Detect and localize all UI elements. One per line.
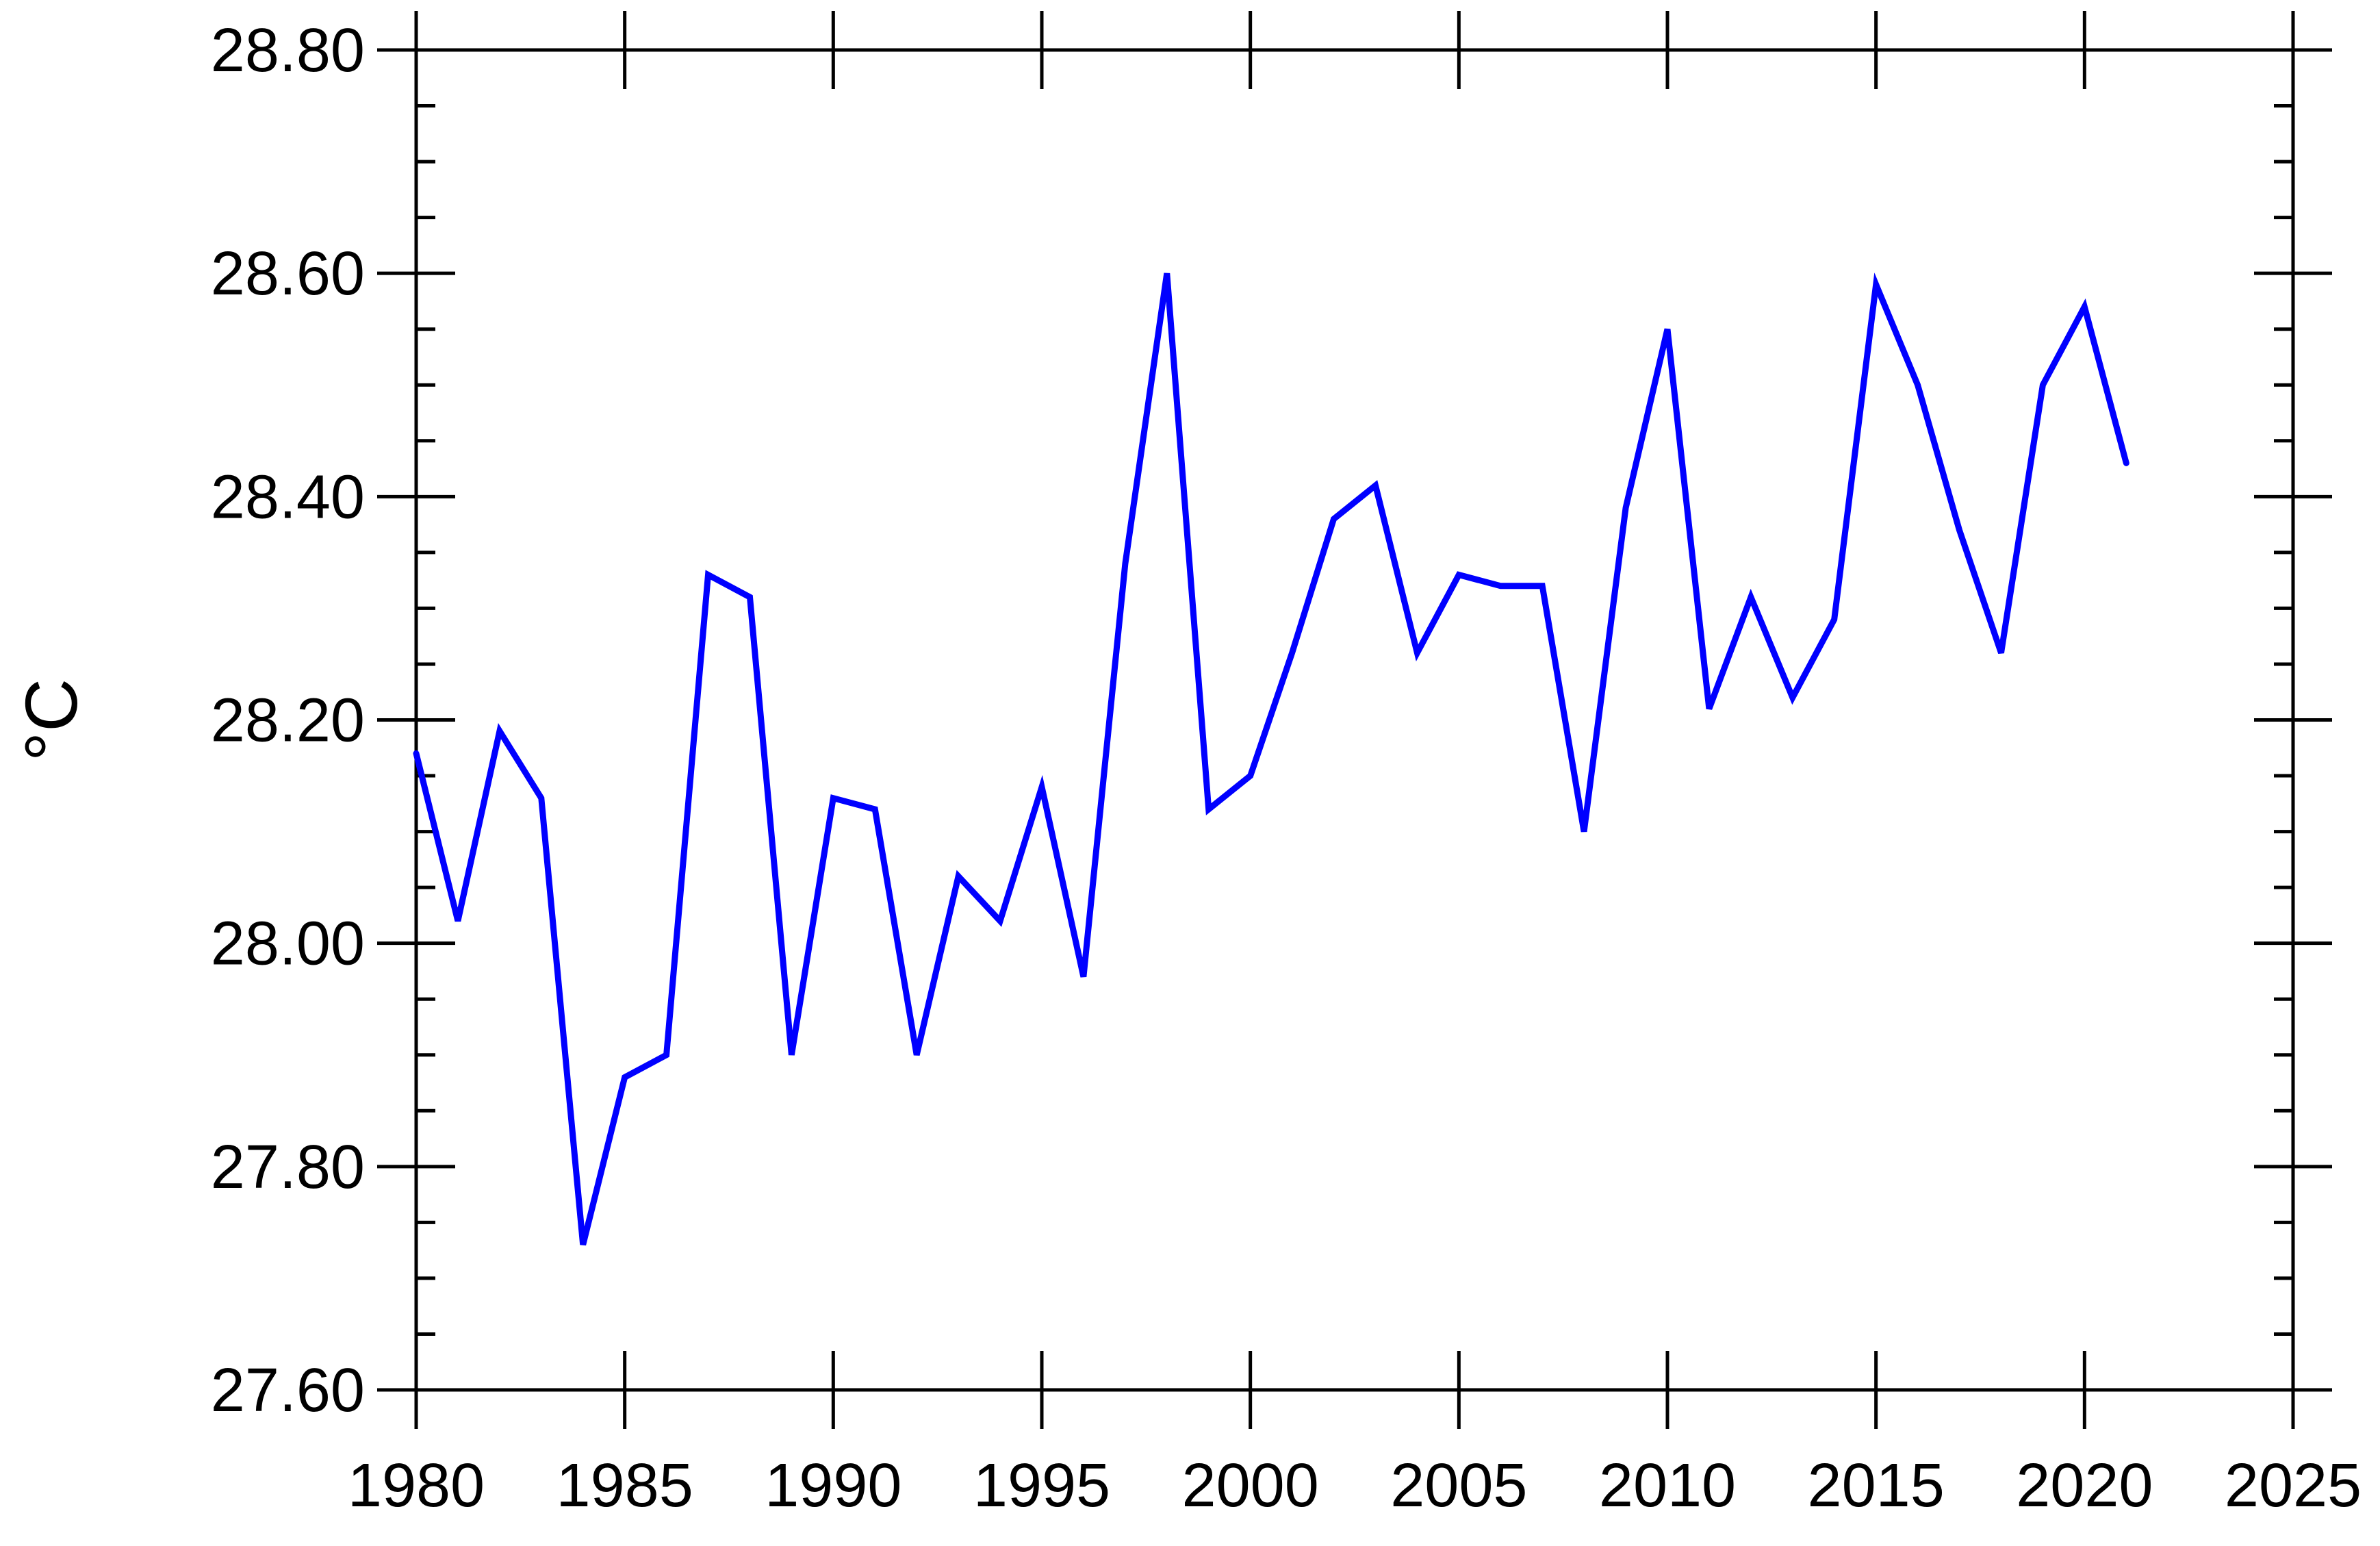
- x-tick-label: 2025: [2225, 1452, 2362, 1520]
- y-tick-label: 27.80: [211, 1133, 365, 1202]
- x-tick-label: 2000: [1182, 1452, 1319, 1520]
- series-line-0: [413, 273, 2129, 1246]
- x-tick-label: 2010: [1599, 1452, 1736, 1520]
- y-tick-label: 28.60: [211, 240, 365, 308]
- x-tick-label: 1995: [973, 1452, 1110, 1520]
- plot-frame: [414, 48, 2295, 1392]
- y-tick-label: 27.60: [211, 1356, 365, 1425]
- y-axis-title: °C: [10, 679, 92, 761]
- x-tick-label: 1990: [765, 1452, 901, 1520]
- y-tick-label: 28.80: [211, 16, 365, 85]
- x-tick-label: 1980: [348, 1452, 485, 1520]
- y-tick-label: 28.20: [211, 687, 365, 755]
- x-tick-label: 2005: [1390, 1452, 1527, 1520]
- x-tick-label: 2015: [1808, 1452, 1945, 1520]
- x-tick-labels: 1980 1985 1990 1995 2000 2005 2010 2015 2020 2025: [348, 1452, 2362, 1520]
- x-tick-label: 2020: [2016, 1452, 2153, 1520]
- y-tick-labels: 27.60 27.80 28.00 28.20 28.40 28.60 28.80: [211, 16, 365, 1425]
- y-tick-label: 28.40: [211, 463, 365, 531]
- axis-ticks: [377, 11, 2332, 1429]
- x-tick-label: 1985: [556, 1452, 693, 1520]
- series-layer: [413, 273, 2129, 1246]
- y-tick-label: 28.00: [211, 910, 365, 978]
